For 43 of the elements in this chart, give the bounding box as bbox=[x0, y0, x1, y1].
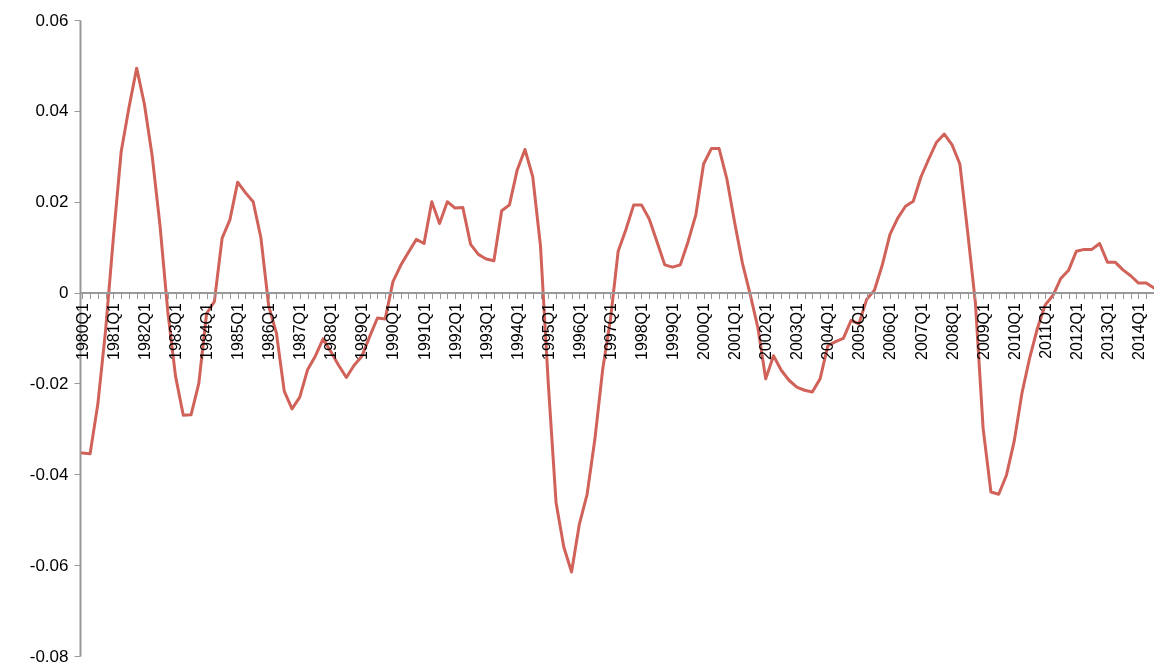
x-tick-label: 2003Q1 bbox=[788, 302, 806, 361]
y-tick-label: 0.04 bbox=[35, 101, 69, 121]
y-tick-label: 0 bbox=[59, 283, 69, 303]
x-tick-label: 2002Q1 bbox=[757, 302, 775, 361]
y-tick-label: 0.06 bbox=[35, 10, 69, 30]
y-tick-label: -0.08 bbox=[29, 646, 69, 666]
x-tick-label: 2013Q1 bbox=[1098, 302, 1116, 361]
x-tick-label: 1991Q1 bbox=[415, 302, 433, 361]
x-tick-label: 2007Q1 bbox=[912, 302, 930, 361]
x-tick-label: 1990Q1 bbox=[384, 302, 402, 361]
x-tick-label: 1989Q1 bbox=[353, 302, 371, 361]
x-tick-label: 1997Q1 bbox=[601, 302, 619, 361]
x-tick-label: 1985Q1 bbox=[229, 302, 247, 361]
x-tick-label: 2012Q1 bbox=[1067, 302, 1085, 361]
x-tick-label: 1983Q1 bbox=[167, 302, 185, 361]
x-tick-label: 1982Q1 bbox=[135, 302, 153, 361]
x-tick-label: 1995Q1 bbox=[539, 302, 557, 361]
x-tick-label: 1996Q1 bbox=[570, 302, 588, 361]
x-tick-label: 1994Q1 bbox=[508, 302, 526, 361]
x-tick-label: 1998Q1 bbox=[632, 302, 650, 361]
y-tick-label: -0.06 bbox=[29, 555, 69, 575]
x-tick-label: 1992Q1 bbox=[446, 302, 464, 361]
x-tick-label: 1987Q1 bbox=[291, 302, 309, 361]
x-tick-label: 1999Q1 bbox=[664, 302, 682, 361]
x-tick-label: 1986Q1 bbox=[260, 302, 278, 361]
x-tick-label: 2004Q1 bbox=[819, 302, 837, 361]
x-tick-label: 1980Q1 bbox=[73, 302, 91, 361]
x-tick-label: 2001Q1 bbox=[726, 302, 744, 361]
x-tick-label: 2010Q1 bbox=[1005, 302, 1023, 361]
x-tick-label: 2009Q1 bbox=[974, 302, 992, 361]
y-tick-label: 0.02 bbox=[35, 192, 69, 212]
x-tick-label: 2011Q1 bbox=[1036, 302, 1054, 359]
x-tick-label: 2008Q1 bbox=[943, 302, 961, 361]
y-tick-label: -0.02 bbox=[29, 373, 69, 393]
x-tick-label: 1993Q1 bbox=[477, 302, 495, 361]
x-tick-label: 2014Q1 bbox=[1129, 302, 1147, 361]
x-tick-label: 2000Q1 bbox=[695, 302, 713, 361]
x-tick-label: 1981Q1 bbox=[104, 302, 122, 361]
x-tick-label: 1988Q1 bbox=[322, 302, 340, 361]
x-tick-label: 1984Q1 bbox=[198, 302, 216, 361]
x-tick-label: 2005Q1 bbox=[850, 302, 868, 361]
y-tick-label: -0.04 bbox=[29, 464, 69, 484]
x-tick-label: 2006Q1 bbox=[881, 302, 899, 361]
